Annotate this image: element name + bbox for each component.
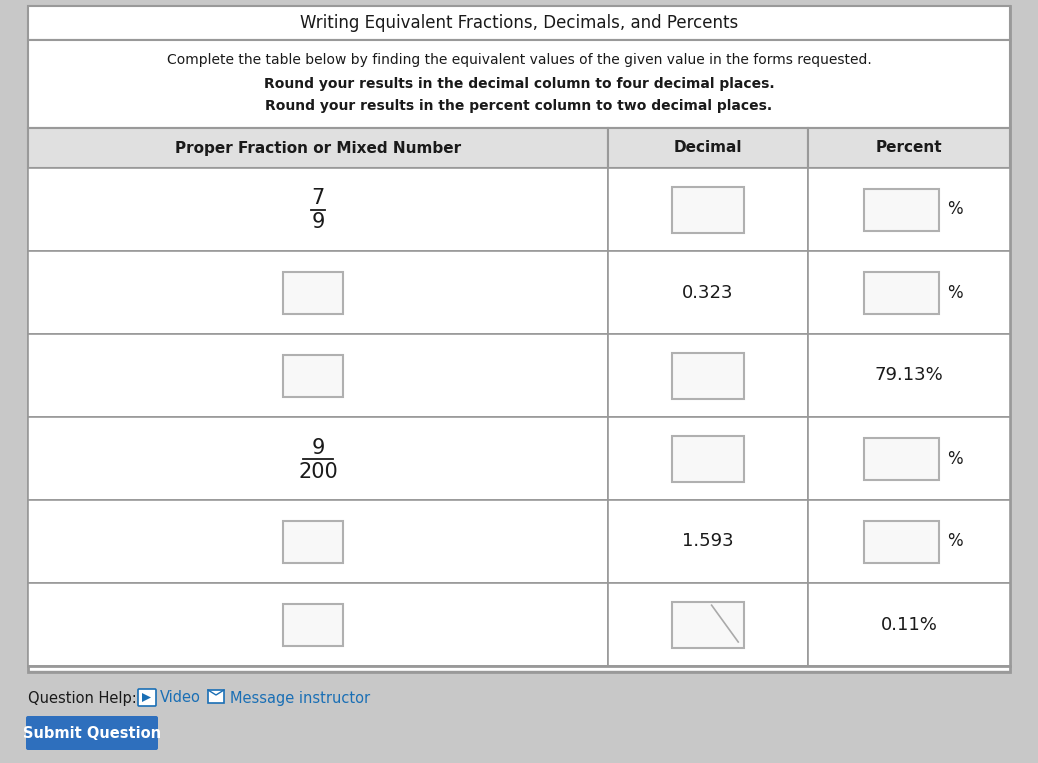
Bar (808, 251, 1010, 334)
Bar (808, 128, 1010, 168)
Bar (608, 251, 808, 334)
Text: 0.11%: 0.11% (880, 616, 937, 633)
Bar (28, 334, 608, 417)
Bar (283, 272, 343, 314)
Text: Writing Equivalent Fractions, Decimals, and Percents: Writing Equivalent Fractions, Decimals, … (300, 14, 738, 32)
Bar (608, 417, 808, 500)
Text: 200: 200 (298, 462, 338, 481)
Bar (28, 583, 608, 666)
Text: Decimal: Decimal (674, 140, 742, 156)
Text: Complete the table below by finding the equivalent values of the given value in : Complete the table below by finding the … (167, 53, 871, 67)
Bar (28, 417, 608, 500)
Text: %: % (948, 533, 963, 550)
Bar (28, 6, 1010, 40)
Bar (672, 186, 744, 233)
Text: Submit Question: Submit Question (23, 726, 161, 741)
Bar (865, 520, 939, 562)
FancyBboxPatch shape (208, 690, 224, 703)
Text: %: % (948, 284, 963, 301)
Bar (808, 583, 1010, 666)
Text: %: % (948, 201, 963, 218)
FancyBboxPatch shape (26, 716, 158, 750)
Bar (808, 417, 1010, 500)
Polygon shape (142, 693, 151, 702)
Bar (28, 168, 608, 251)
Bar (608, 500, 808, 583)
Text: Round your results in the percent column to two decimal places.: Round your results in the percent column… (266, 99, 772, 113)
Bar (808, 334, 1010, 417)
Text: Proper Fraction or Mixed Number: Proper Fraction or Mixed Number (175, 140, 461, 156)
Bar (28, 40, 1010, 128)
Bar (808, 168, 1010, 251)
Text: Round your results in the decimal column to four decimal places.: Round your results in the decimal column… (264, 77, 774, 91)
Bar (28, 128, 608, 168)
Bar (283, 604, 343, 645)
Bar (672, 353, 744, 398)
Bar (283, 520, 343, 562)
Bar (28, 251, 608, 334)
Text: 9: 9 (311, 437, 325, 458)
Bar (672, 601, 744, 648)
Text: Message instructor: Message instructor (230, 691, 371, 706)
Bar (608, 583, 808, 666)
Text: %: % (948, 449, 963, 468)
Bar (808, 500, 1010, 583)
Bar (28, 500, 608, 583)
Bar (672, 436, 744, 481)
FancyBboxPatch shape (138, 689, 156, 706)
Text: 0.323: 0.323 (682, 284, 734, 301)
Text: 1.593: 1.593 (682, 533, 734, 550)
Text: Video: Video (160, 691, 201, 706)
Text: 9: 9 (311, 213, 325, 233)
Bar (608, 128, 808, 168)
Text: Question Help:: Question Help: (28, 691, 137, 706)
Text: 7: 7 (311, 188, 325, 208)
Bar (28, 6, 1010, 672)
Bar (608, 168, 808, 251)
Bar (865, 272, 939, 314)
Bar (283, 355, 343, 397)
Bar (865, 437, 939, 479)
Bar (608, 334, 808, 417)
Text: 79.13%: 79.13% (875, 366, 944, 385)
Text: Percent: Percent (876, 140, 943, 156)
Bar (865, 188, 939, 230)
